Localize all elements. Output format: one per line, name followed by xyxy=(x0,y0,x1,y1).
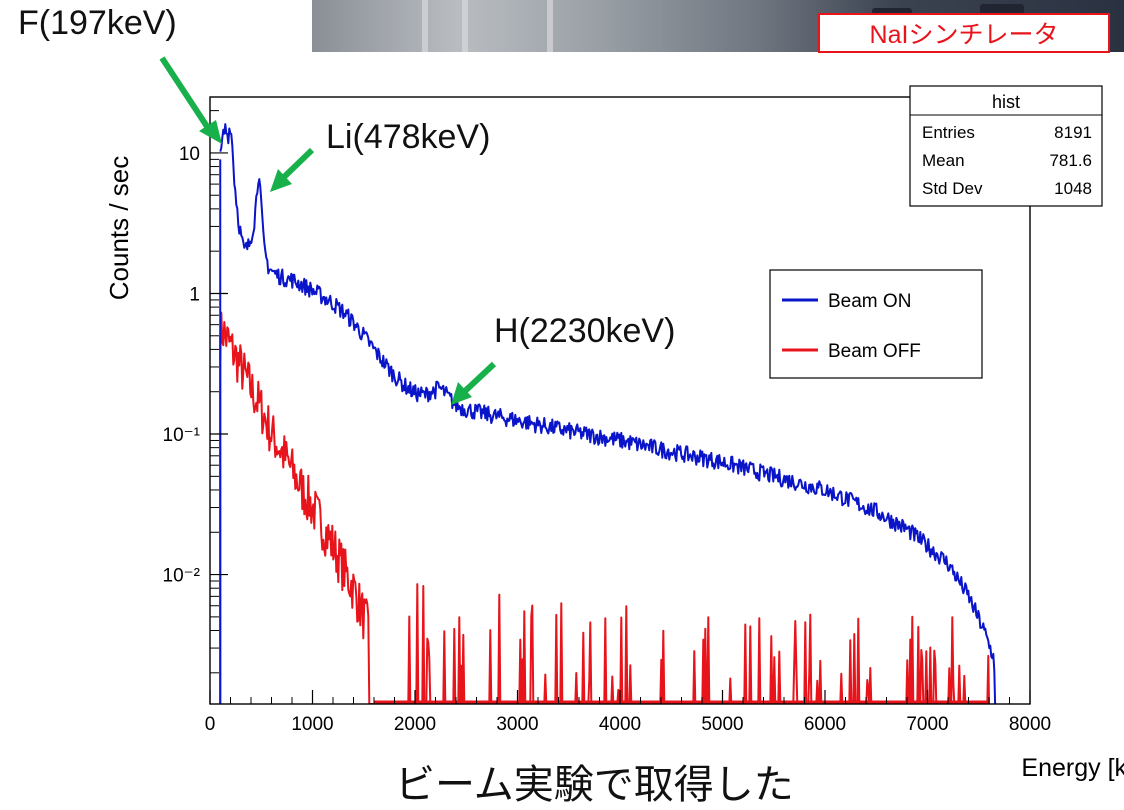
arrow-li xyxy=(280,147,315,181)
arrow-h xyxy=(461,361,497,395)
x-tick-label: 4000 xyxy=(599,714,641,735)
annotation-f: F(197keV) xyxy=(18,4,177,42)
plot-frame xyxy=(209,96,1031,705)
stats-label: Mean xyxy=(922,151,965,170)
stats-value: 8191 xyxy=(1054,123,1092,142)
y-tick-label: 10⁻² xyxy=(163,566,201,587)
x-axis-title: Energy [keV] xyxy=(1021,754,1124,781)
annotation-arrows xyxy=(159,56,497,405)
annotation-li: Li(478keV) xyxy=(326,118,491,156)
arrow-h-head xyxy=(451,382,472,405)
x-tick-label: 5000 xyxy=(701,714,743,735)
photo-detail xyxy=(547,0,553,52)
legend-label: Beam OFF xyxy=(828,341,921,362)
y-tick-label: 10⁻¹ xyxy=(163,425,201,446)
legend: Beam ON Beam OFF xyxy=(769,269,983,379)
photo-detail xyxy=(462,0,468,52)
stats-value: 1048 xyxy=(1054,179,1092,198)
arrow-f-head xyxy=(199,120,222,144)
stats-label: Std Dev xyxy=(922,179,983,198)
scintillator-label: NaIシンチレータ xyxy=(818,13,1110,53)
y-tick-label: 1 xyxy=(189,284,200,305)
stats-value: 781.6 xyxy=(1049,151,1092,170)
y-tick-label: 10 xyxy=(179,144,200,165)
x-tick-label: 0 xyxy=(205,714,216,735)
series-beam-on xyxy=(219,123,997,704)
stats-title: hist xyxy=(992,92,1020,112)
energy-spectrum-chart: 0 1000 2000 3000 4000 5000 6000 7000 8000 10 1 10⁻¹… xyxy=(104,56,1124,781)
x-tick-label: 1000 xyxy=(291,714,333,735)
photo-detail xyxy=(422,0,428,52)
arrow-li-head xyxy=(270,169,292,192)
x-tick-label: 6000 xyxy=(804,714,846,735)
bottom-caption: ビーム実験で取得した xyxy=(395,763,794,807)
y-axis-title: Counts / sec xyxy=(104,156,134,301)
annotation-h: H(2230keV) xyxy=(494,312,676,350)
x-tick-label: 7000 xyxy=(906,714,948,735)
x-tick-label: 8000 xyxy=(1009,714,1051,735)
x-tick-label: 2000 xyxy=(394,714,436,735)
arrow-f xyxy=(159,56,211,130)
stats-label: Entries xyxy=(922,123,975,142)
x-tick-label: 3000 xyxy=(496,714,538,735)
legend-label: Beam ON xyxy=(828,291,911,312)
series-beam-off xyxy=(219,311,990,704)
stats-box: hist Entries 8191 Mean 781.6 Std Dev 104… xyxy=(909,85,1103,207)
